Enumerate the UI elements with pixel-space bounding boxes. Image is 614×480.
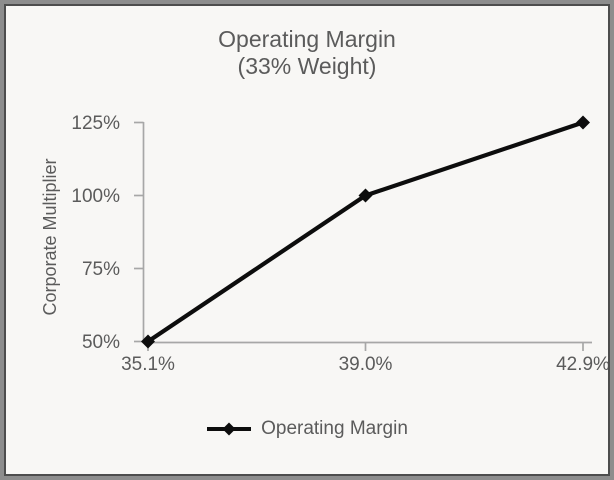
data-point-marker xyxy=(141,334,155,349)
y-tick-label: 125% xyxy=(71,113,120,134)
x-tick-label: 35.1% xyxy=(121,354,175,375)
legend-diamond-icon xyxy=(222,422,236,436)
y-tick-label: 50% xyxy=(82,332,120,353)
data-point-marker xyxy=(576,115,590,130)
y-axis-title: Corporate Multiplier xyxy=(40,158,60,316)
x-tick-label: 42.9% xyxy=(556,354,610,375)
legend-label: Operating Margin xyxy=(261,418,408,439)
chart-title-line2: (33% Weight) xyxy=(237,53,377,79)
legend-line-marker-icon xyxy=(207,422,252,436)
chart-title: Operating Margin (33% Weight) xyxy=(0,26,614,80)
data-point-marker xyxy=(358,188,373,203)
axis-lines xyxy=(142,122,592,344)
y-tick-label: 100% xyxy=(71,186,120,207)
x-tick-label: 39.0% xyxy=(339,354,393,375)
data-line xyxy=(145,120,586,344)
y-tick-label: 75% xyxy=(82,259,120,280)
chart-title-line1: Operating Margin xyxy=(218,26,396,52)
legend: Operating Margin xyxy=(0,417,614,441)
